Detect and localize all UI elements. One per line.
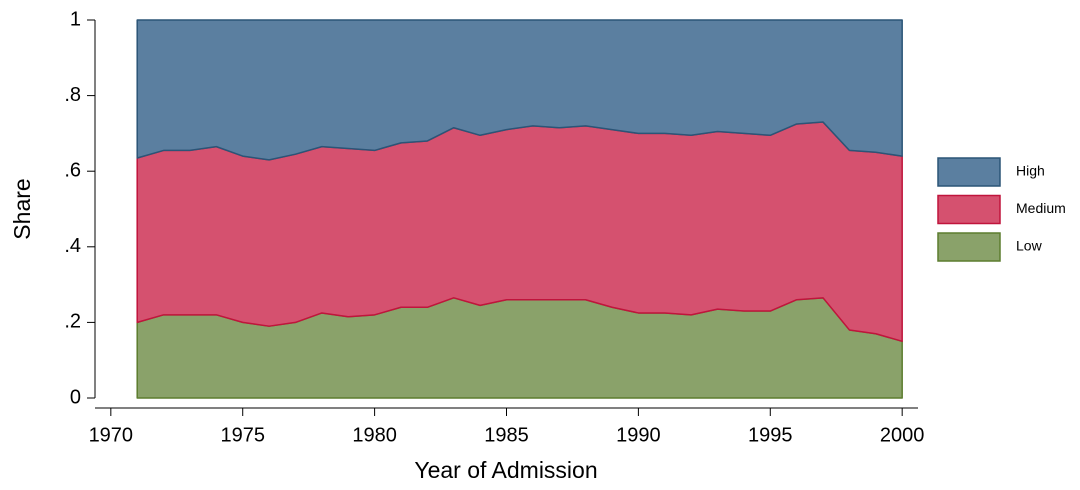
y-tick-label: .6: [64, 159, 81, 181]
x-tick-label: 2000: [880, 424, 925, 446]
y-tick-label: 0: [70, 386, 81, 408]
legend-label: Medium: [1016, 200, 1066, 216]
x-tick-label: 1990: [616, 424, 661, 446]
legend-label: Low: [1016, 238, 1043, 254]
area: [136, 19, 903, 161]
legend-swatch: [937, 194, 1001, 225]
y-tick-label: .2: [64, 311, 81, 333]
x-tick-label: 1985: [484, 424, 529, 446]
legend-swatch: [937, 157, 1001, 187]
x-tick-label: 1980: [352, 424, 397, 446]
x-tick-label: 1975: [220, 424, 265, 446]
y-tick-label: 1: [70, 8, 81, 30]
y-tick-label: .4: [64, 235, 81, 257]
x-tick-label: 1995: [748, 424, 793, 446]
legend-label: High: [1016, 163, 1045, 179]
x-tick-label: 1970: [89, 424, 134, 446]
x-axis-title: Year of Admission: [414, 457, 597, 483]
legend-swatch: [937, 232, 1001, 262]
y-tick-label: .8: [64, 84, 81, 106]
y-axis-title: Share: [9, 178, 35, 239]
